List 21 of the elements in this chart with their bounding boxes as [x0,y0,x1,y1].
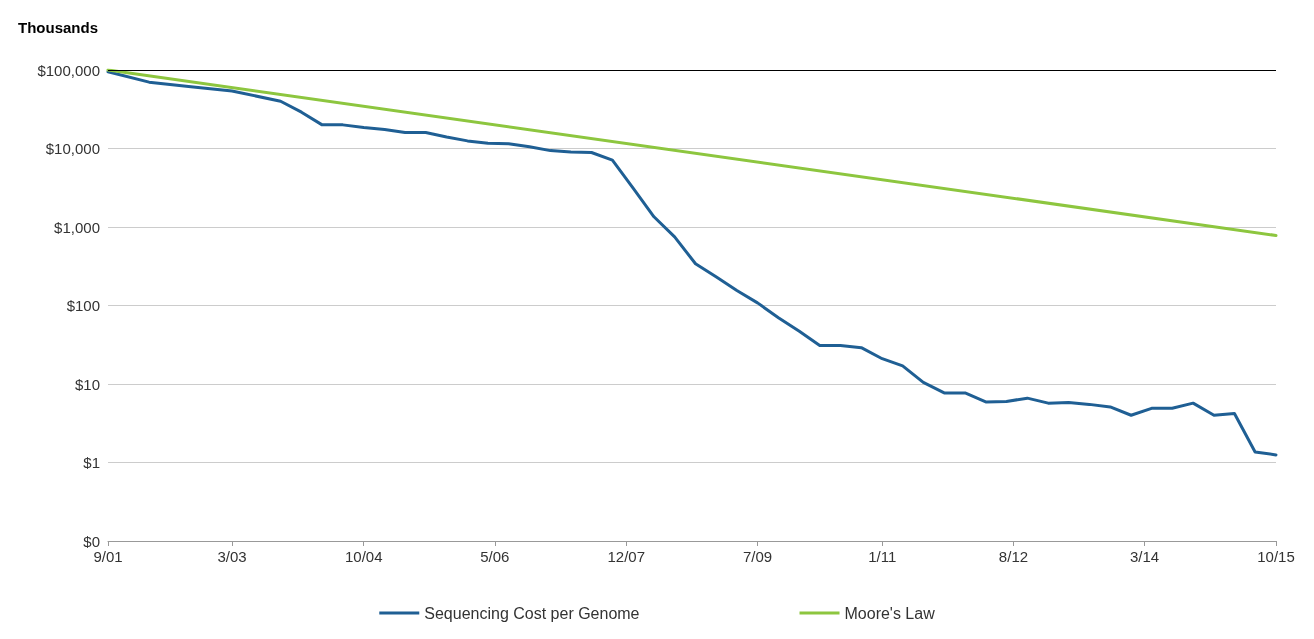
x-tick-label: 5/06 [480,548,510,565]
x-tick-label: 9/01 [93,548,123,565]
x-tick-label: 7/09 [742,548,773,565]
y-tick-label: $100,000 [37,61,100,79]
line-series [106,70,1278,457]
y-tick-label: $100 [66,297,100,314]
x-tick-label: 3/14 [1129,548,1160,565]
y-tick-label: $1 [83,454,100,471]
x-tick-label: 10/04 [344,548,383,565]
y-tick-label: $10 [74,375,100,393]
y-tick-label: $0 [83,532,100,550]
legend-label: Moore's Law [844,604,936,622]
y-tick-label: $1,000 [54,218,100,236]
x-tick-label: 8/12 [998,548,1029,565]
x-tick-label: 10/15 [1257,548,1295,565]
x-tick-label: 1/11 [868,548,897,565]
y-tick-label: $10,000 [45,140,100,157]
x-tick-label: 3/03 [217,548,247,565]
y-axis-title: Thousands [18,19,99,36]
legend-label: Sequencing Cost per Genome [424,604,640,622]
x-tick-label: 12/07 [607,548,646,565]
